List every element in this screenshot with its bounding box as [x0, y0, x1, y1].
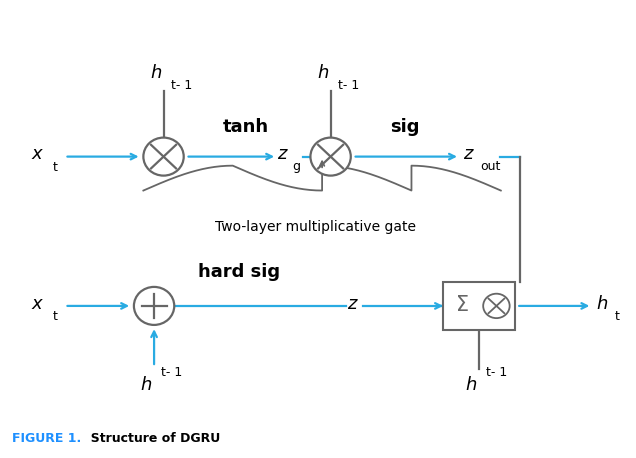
- Text: t: t: [53, 160, 57, 174]
- Ellipse shape: [310, 137, 351, 175]
- Text: t: t: [53, 310, 57, 323]
- Text: t- 1: t- 1: [161, 366, 183, 379]
- Text: $z$: $z$: [347, 294, 359, 313]
- Text: t- 1: t- 1: [338, 79, 359, 92]
- Text: $x$: $x$: [31, 145, 44, 164]
- Text: $h$: $h$: [141, 376, 153, 394]
- Text: $z$: $z$: [464, 145, 475, 164]
- Text: out: out: [480, 160, 501, 173]
- Text: hard sig: hard sig: [198, 263, 280, 281]
- Text: Two-layer multiplicative gate: Two-layer multiplicative gate: [216, 220, 417, 234]
- Text: $x$: $x$: [31, 294, 44, 313]
- Text: t- 1: t- 1: [170, 79, 192, 92]
- Text: t- 1: t- 1: [486, 366, 507, 379]
- Text: t: t: [615, 310, 620, 323]
- Text: FIGURE 1.: FIGURE 1.: [12, 431, 81, 445]
- Ellipse shape: [483, 294, 509, 318]
- Text: $h$: $h$: [317, 64, 329, 82]
- Text: $h$: $h$: [465, 376, 477, 394]
- Text: sig: sig: [391, 118, 420, 136]
- Text: $h$: $h$: [150, 64, 162, 82]
- Text: $\Sigma$: $\Sigma$: [455, 294, 469, 315]
- Text: tanh: tanh: [223, 118, 268, 136]
- Text: $z$: $z$: [277, 145, 289, 164]
- Text: $h$: $h$: [595, 294, 608, 313]
- Text: Structure of DGRU: Structure of DGRU: [81, 431, 220, 445]
- Ellipse shape: [143, 137, 184, 175]
- Text: g: g: [292, 160, 300, 173]
- FancyBboxPatch shape: [443, 282, 515, 330]
- Ellipse shape: [134, 287, 174, 325]
